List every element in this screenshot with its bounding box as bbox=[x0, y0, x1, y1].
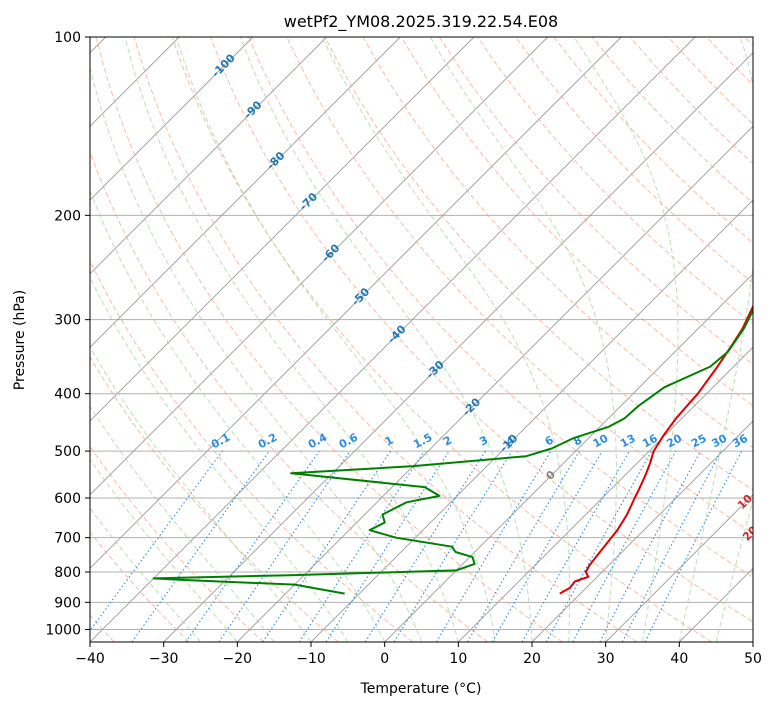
mixing-ratio-line bbox=[325, 450, 450, 642]
moist-adiabat-line bbox=[429, 37, 617, 642]
x-tick-label: 50 bbox=[744, 651, 762, 667]
dry-adiabat-line bbox=[324, 37, 753, 491]
moist-adiabat-line bbox=[239, 37, 533, 642]
isotherm-line bbox=[90, 37, 254, 201]
dry-adiabat-line bbox=[400, 37, 753, 407]
y-tick-label: 200 bbox=[54, 208, 81, 224]
mixing-ratio-label: 25 bbox=[689, 432, 709, 451]
dry-adiabat-line bbox=[248, 37, 753, 578]
moist-adiabat-line bbox=[321, 37, 571, 642]
y-tick-label: 900 bbox=[54, 595, 81, 611]
mixing-ratio-label: 30 bbox=[710, 432, 730, 451]
dewpoint-profile-line bbox=[152, 308, 753, 595]
moist-adiabat-line bbox=[678, 37, 753, 642]
dry-adiabat-line bbox=[90, 259, 414, 642]
mixing-ratio-label: 10 bbox=[591, 432, 611, 451]
mixing-ratio-line bbox=[262, 450, 392, 642]
moist-adiabat-line bbox=[573, 37, 679, 642]
isotherm-line bbox=[90, 37, 401, 348]
y-tick-label: 800 bbox=[54, 565, 81, 581]
dry-adiabat-line bbox=[171, 37, 712, 642]
isotherm-line bbox=[90, 37, 622, 569]
moist-adiabat-line bbox=[124, 37, 459, 642]
moist-adiabat-line bbox=[175, 37, 496, 642]
y-tick-label: 700 bbox=[54, 531, 81, 547]
dry-adiabat-line bbox=[515, 37, 753, 284]
mixing-ratio-label: 13 bbox=[618, 432, 638, 451]
dry-adiabat-line bbox=[95, 37, 563, 642]
isotherm-line bbox=[90, 37, 549, 496]
x-tick-label: 20 bbox=[523, 651, 541, 667]
mixing-ratio-label: 20 bbox=[664, 432, 684, 451]
y-tick-label: 500 bbox=[54, 444, 81, 460]
mixing-ratio-line bbox=[90, 450, 223, 632]
dry-adiabat-line bbox=[90, 150, 488, 642]
moist-adiabat-line bbox=[90, 346, 312, 642]
x-tick-label: −40 bbox=[75, 651, 105, 667]
y-tick-label: 400 bbox=[54, 387, 81, 403]
y-tick-label: 300 bbox=[54, 313, 81, 329]
moist-adiabat-line bbox=[90, 189, 386, 642]
mixing-ratio-label: 16 bbox=[640, 432, 660, 451]
dry-adiabat-line bbox=[210, 37, 753, 623]
x-tick-label: −10 bbox=[296, 651, 326, 667]
isotherm-line bbox=[163, 52, 753, 642]
dry-adiabat-line bbox=[90, 531, 190, 642]
mixing-ratio-line bbox=[393, 450, 513, 642]
moist-adiabat-line bbox=[715, 497, 753, 642]
moist-adiabat-line bbox=[90, 405, 275, 642]
dry-adiabat-line bbox=[90, 445, 264, 642]
x-tick-label: −30 bbox=[149, 651, 179, 667]
x-tick-label: 30 bbox=[597, 651, 615, 667]
mixing-ratio-line bbox=[298, 450, 425, 642]
x-axis-label: Temperature (°C) bbox=[360, 681, 482, 697]
isotherm-line bbox=[457, 346, 753, 642]
isotherm-line bbox=[605, 494, 753, 642]
isotherm-line bbox=[90, 37, 328, 275]
profile-lines bbox=[152, 304, 753, 595]
moist-adiabat-line bbox=[90, 458, 238, 642]
chart-title: wetPf2_YM08.2025.319.22.54.E08 bbox=[284, 12, 558, 32]
dry-adiabat-line bbox=[438, 37, 753, 366]
mixing-ratio-label: 36 bbox=[730, 432, 750, 451]
dry-adiabat-line bbox=[133, 37, 638, 642]
background-lines bbox=[90, 37, 753, 642]
isotherm-line bbox=[384, 273, 753, 642]
mixing-ratio-line bbox=[521, 450, 630, 642]
mixing-ratio-line bbox=[131, 450, 270, 642]
axis-ticks: −40 −30 −20 −10 0 10 20 30 40 50 100 200 300 400 500 60… bbox=[45, 30, 762, 667]
mixing-ratio-line bbox=[644, 450, 743, 642]
moist-adiabat-line bbox=[90, 276, 349, 642]
x-tick-label: 40 bbox=[670, 651, 688, 667]
x-tick-label: 0 bbox=[380, 651, 389, 667]
mixing-ratio-line bbox=[185, 450, 320, 642]
moist-adiabat-line bbox=[90, 66, 422, 642]
x-tick-label: −20 bbox=[223, 651, 253, 667]
isotherm-line bbox=[90, 37, 475, 422]
y-tick-label: 1000 bbox=[45, 622, 81, 638]
y-axis-label: Pressure (hPa) bbox=[12, 290, 28, 390]
y-tick-label: 600 bbox=[54, 491, 81, 507]
plot-frame bbox=[89, 36, 754, 643]
dry-adiabat-line bbox=[90, 356, 339, 642]
mixing-ratio-line bbox=[545, 450, 653, 642]
y-tick-label: 100 bbox=[54, 30, 81, 46]
mixing-ratio-line bbox=[218, 450, 351, 642]
isotherm-line bbox=[531, 420, 753, 642]
isotherm-line bbox=[236, 125, 753, 642]
mixing-ratio-line bbox=[572, 450, 677, 642]
x-tick-label: 10 bbox=[449, 651, 467, 667]
